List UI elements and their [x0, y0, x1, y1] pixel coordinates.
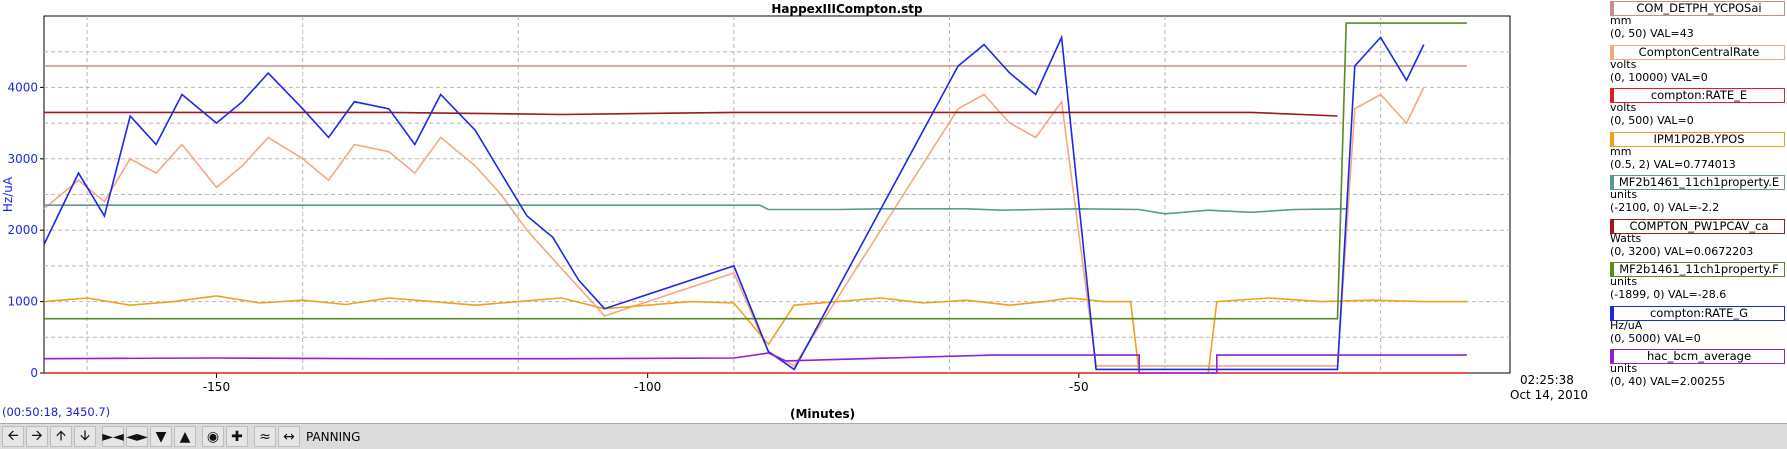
y-tick-label: 3000	[7, 152, 38, 166]
legend-range: (0, 10000) VAL=0	[1610, 70, 1708, 84]
legend-item[interactable]: COMPTON_PW1PCAV_ca Watts (0, 3200) VAL=0.0…	[1608, 218, 1787, 262]
series-line-8	[43, 352, 1467, 374]
crosshair-icon[interactable]: ✚	[226, 426, 248, 447]
legend-item[interactable]: MF2b1461_11ch1property.E units (-2100, 0) …	[1608, 174, 1787, 218]
legend-series-name: IPM1P02B.YPOS	[1610, 131, 1785, 147]
x-axis-label: (Minutes)	[790, 407, 856, 421]
zoom-out-y-icon[interactable]: ▲	[174, 426, 196, 447]
legend-range: (-1899, 0) VAL=-28.6	[1610, 288, 1727, 301]
end-time: 02:25:38	[1520, 373, 1574, 387]
legend-series-name: MF2b1461_11ch1property.E	[1610, 175, 1785, 190]
mode-label: PANNING	[306, 429, 361, 444]
legend-unit: Hz/uA	[1610, 318, 1643, 332]
arrow-up-icon[interactable]: 🡩	[50, 426, 72, 447]
y-tick-label: 1000	[7, 295, 38, 309]
legend-unit: units	[1610, 188, 1638, 201]
zoom-in-y-icon[interactable]: ▼	[150, 426, 172, 447]
series-line-5	[44, 111, 1338, 117]
legend-unit: Watts	[1610, 231, 1642, 245]
x-tick-label: -50	[1069, 380, 1089, 394]
legend-item[interactable]: compton:RATE_E volts (0, 500) VAL=0	[1608, 87, 1787, 131]
toolbar: 🡨 🡪 🡩 🡫 ►◄ ◄► ▼ ▲ ◉ ✚ ≈ ↔ PANNING	[0, 423, 1787, 449]
legend-item[interactable]: ComptonCentralRate volts (0, 10000) VAL=0	[1608, 44, 1787, 88]
legend-item[interactable]: MF2b1461_11ch1property.F units (-1899, 0) …	[1608, 261, 1787, 305]
legend-range: (0, 5000) VAL=0	[1610, 331, 1701, 345]
arrow-down-icon[interactable]: 🡫	[74, 426, 96, 447]
zoom-out-x-icon[interactable]: ◄►	[126, 426, 148, 447]
legend-range: (0, 500) VAL=0	[1610, 114, 1694, 127]
legend-unit: mm	[1610, 144, 1632, 158]
legend-unit: volts	[1610, 57, 1637, 71]
legend-series-name: compton:RATE_G	[1610, 305, 1785, 321]
legend-series-name: COMPTON_PW1PCAV_ca	[1610, 218, 1785, 234]
arrow-right-icon[interactable]: 🡪	[26, 426, 48, 447]
end-date: Oct 14, 2010	[1510, 388, 1588, 402]
series-line-4	[44, 204, 1347, 215]
fit-width-icon[interactable]: ↔	[278, 426, 300, 447]
legend-unit: mm	[1610, 14, 1632, 27]
series-line-1	[43, 87, 1425, 367]
legend-unit: volts	[1610, 101, 1637, 114]
chart-area[interactable]: 0 1000 2000 3000 4000 -150 -100 -50 Hz/uA HappexI…	[0, 0, 1608, 405]
cursor-readout: (00:50:18, 3450.7)	[2, 405, 111, 419]
legend-unit: units	[1610, 275, 1638, 288]
legend-range: (0, 40) VAL=2.00255	[1610, 375, 1726, 388]
legend-item[interactable]: IPM1P02B.YPOS mm (0.5, 2) VAL=0.774013	[1608, 131, 1787, 175]
series-line-7	[43, 34, 1425, 371]
record-icon[interactable]: ◉	[202, 426, 224, 447]
legend-item[interactable]: compton:RATE_G Hz/uA (0, 5000) VAL=0	[1608, 305, 1787, 349]
legend-series-name: ComptonCentralRate	[1610, 44, 1785, 60]
series-line-3	[43, 295, 1467, 374]
legend-item[interactable]: hac_bcm_average units (0, 40) VAL=2.00255	[1608, 348, 1787, 392]
series-line-6	[44, 22, 1467, 320]
y-axis-label: Hz/uA	[1, 176, 15, 212]
zoom-in-x-icon[interactable]: ►◄	[102, 426, 124, 447]
arrow-left-icon[interactable]: 🡨	[2, 426, 24, 447]
chart-title: HappexIIICompton.stp	[771, 2, 923, 16]
autoscale-icon[interactable]: ≈	[254, 426, 276, 447]
x-tick-label: -100	[634, 380, 661, 394]
legend-item[interactable]: COM_DETPH_YCPOSai mm (0, 50) VAL=43	[1608, 0, 1787, 44]
y-tick-label: 2000	[7, 223, 38, 237]
legend-series-name: MF2b1461_11ch1property.F	[1610, 262, 1785, 277]
y-tick-label: 4000	[7, 80, 38, 94]
legend: COM_DETPH_YCPOSai mm (0, 50) VAL=43 Compton…	[1608, 0, 1787, 388]
legend-range: (-2100, 0) VAL=-2.2	[1610, 201, 1720, 214]
legend-range: (0, 3200) VAL=0.0672203	[1610, 244, 1754, 258]
legend-series-name: COM_DETPH_YCPOSai	[1610, 1, 1785, 16]
legend-unit: units	[1610, 362, 1638, 375]
legend-range: (0.5, 2) VAL=0.774013	[1610, 157, 1736, 171]
y-tick-label: 0	[30, 366, 38, 380]
legend-range: (0, 50) VAL=43	[1610, 27, 1694, 40]
legend-series-name: compton:RATE_E	[1610, 88, 1785, 103]
x-tick-label: -150	[203, 380, 230, 394]
legend-series-name: hac_bcm_average	[1610, 349, 1785, 364]
